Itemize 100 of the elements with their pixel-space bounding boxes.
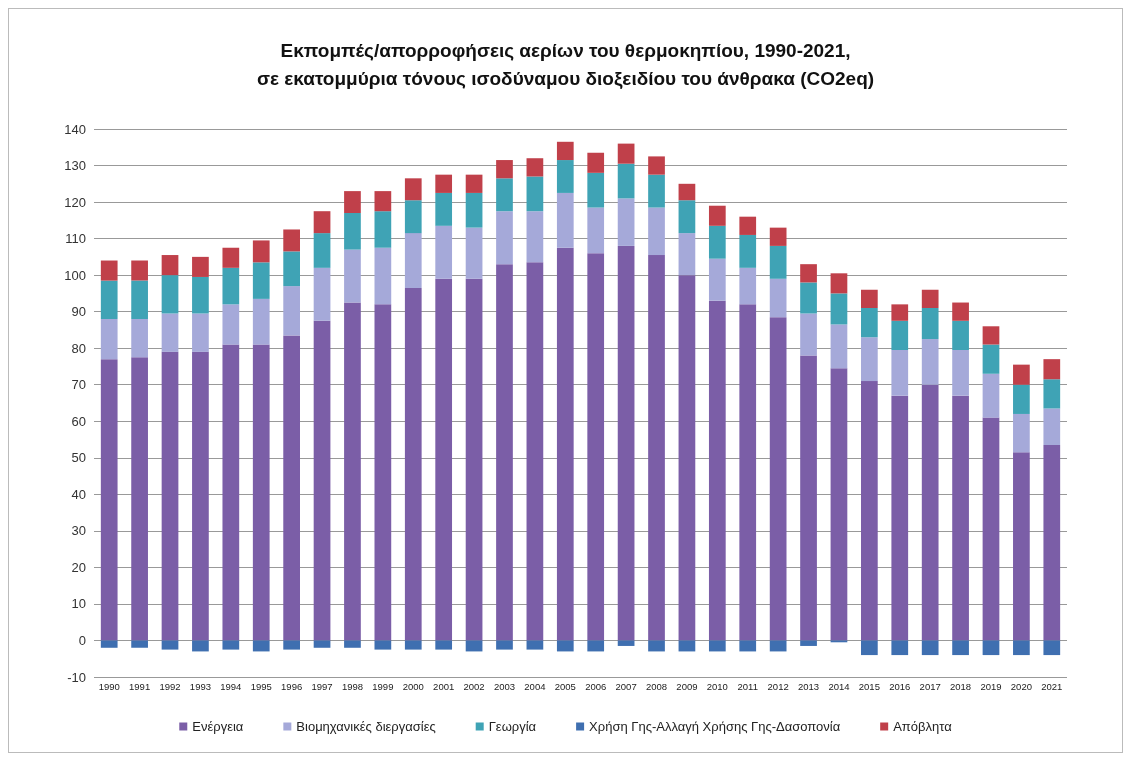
bar <box>404 640 422 650</box>
bar <box>496 264 513 641</box>
bar <box>1013 452 1030 641</box>
legend-label: Απόβλητα <box>893 719 953 734</box>
bar <box>830 293 848 325</box>
bar <box>131 318 148 358</box>
bar <box>344 302 361 641</box>
bar <box>861 289 878 309</box>
x-tick-label: 2019 <box>980 680 1002 692</box>
x-tick-label: 2003 <box>493 680 516 692</box>
bar <box>526 640 544 650</box>
y-tick-label: 50 <box>71 450 86 466</box>
bar <box>100 640 118 648</box>
bar <box>739 640 757 652</box>
x-tick-label: 2015 <box>858 680 880 692</box>
bar <box>131 640 148 648</box>
bar <box>131 357 148 641</box>
legend-label: Βιομηχανικές διεργασίες <box>296 719 436 734</box>
x-tick-label: 2006 <box>585 680 607 692</box>
bar <box>982 417 1000 641</box>
bar <box>617 143 635 164</box>
bar <box>921 640 939 656</box>
bar <box>952 395 969 641</box>
bar <box>708 225 726 259</box>
bar <box>952 350 969 396</box>
bar <box>617 245 635 641</box>
bar <box>587 172 605 208</box>
bar <box>435 640 453 650</box>
bar <box>861 640 878 656</box>
x-tick-label: 2011 <box>737 680 758 692</box>
x-tick-label: 1993 <box>189 680 211 692</box>
legend-label: Ενέργεια <box>192 719 244 734</box>
bar <box>404 200 422 234</box>
bar <box>526 158 544 177</box>
bar <box>678 183 696 201</box>
bar <box>465 174 483 193</box>
y-tick-label: 40 <box>71 486 86 502</box>
bar <box>891 395 909 641</box>
bar <box>587 152 605 173</box>
bar <box>1043 359 1061 380</box>
bar <box>800 264 817 283</box>
bar <box>952 320 969 351</box>
bar <box>313 640 331 648</box>
bar <box>739 216 757 235</box>
bar <box>1043 379 1061 409</box>
y-tick-label: -10 <box>67 669 86 685</box>
bar <box>708 258 726 301</box>
bar <box>283 251 300 287</box>
y-tick-label: 80 <box>71 340 86 356</box>
x-tick-label: 2017 <box>919 680 941 692</box>
bar <box>192 351 209 641</box>
bar <box>861 337 878 382</box>
bar <box>1013 640 1030 656</box>
x-tick-label: 1992 <box>159 680 181 692</box>
bar <box>1013 384 1030 414</box>
bar <box>435 174 453 193</box>
bar <box>313 233 331 268</box>
bar <box>678 233 696 276</box>
legend-label: Γεωργία <box>488 719 537 734</box>
y-tick-label: 60 <box>71 413 86 429</box>
x-tick-label: 2000 <box>402 680 424 692</box>
bar <box>404 287 422 641</box>
x-tick-label: 2014 <box>828 680 850 692</box>
bar <box>161 351 179 641</box>
bar <box>526 211 544 263</box>
x-tick-label: 2009 <box>676 680 698 692</box>
x-tick-label: 2008 <box>645 680 668 692</box>
bar <box>587 253 605 641</box>
bar <box>465 278 483 641</box>
bar <box>556 160 574 193</box>
bar <box>708 640 726 652</box>
bar <box>800 313 817 356</box>
x-tick-label: 1991 <box>129 680 151 692</box>
bar <box>313 320 331 641</box>
bar <box>1043 640 1061 656</box>
bar <box>556 640 574 652</box>
bar <box>891 304 909 321</box>
bar <box>678 275 696 641</box>
y-tick-label: 90 <box>71 304 86 320</box>
y-tick-label: 0 <box>78 632 86 648</box>
bar <box>952 640 969 656</box>
bar <box>344 249 361 303</box>
x-tick-label: 1995 <box>250 680 272 692</box>
x-tick-label: 2013 <box>797 680 820 692</box>
bar <box>769 640 787 652</box>
x-tick-label: 1997 <box>311 680 333 692</box>
bar <box>222 640 240 650</box>
x-tick-label: 2004 <box>524 680 546 692</box>
legend-label: Χρήση Γης-Αλλαγή Χρήσης Γης-Δασοπονία <box>589 719 841 734</box>
bar <box>830 368 848 641</box>
bar <box>587 640 605 652</box>
x-tick-label: 1996 <box>281 680 303 692</box>
bar <box>921 289 939 309</box>
bar <box>617 198 635 246</box>
bar <box>100 260 118 281</box>
bar <box>465 640 483 652</box>
bar <box>739 304 757 641</box>
bar <box>921 308 939 340</box>
bar <box>769 317 787 641</box>
bar <box>648 174 665 208</box>
